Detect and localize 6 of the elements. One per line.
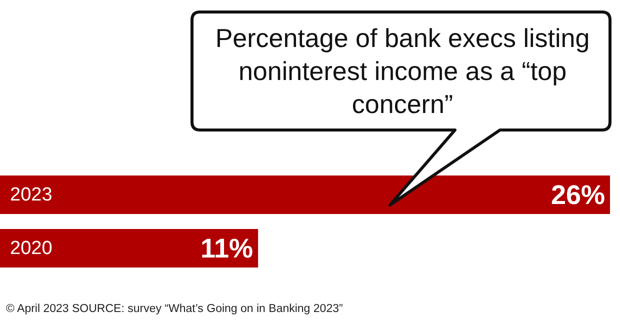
chart-title: Percentage of bank execs listing noninterest income as a “top concern” (214, 22, 591, 121)
text: © April 2023 SOURCE: survey “What’s Going on in Banking 2023” (6, 303, 343, 315)
data-label: 26% (550, 180, 605, 210)
y-tick-label: 2023 (10, 184, 52, 206)
data-label: 11% (200, 233, 254, 264)
y-tick-label: 2020 (10, 238, 52, 259)
